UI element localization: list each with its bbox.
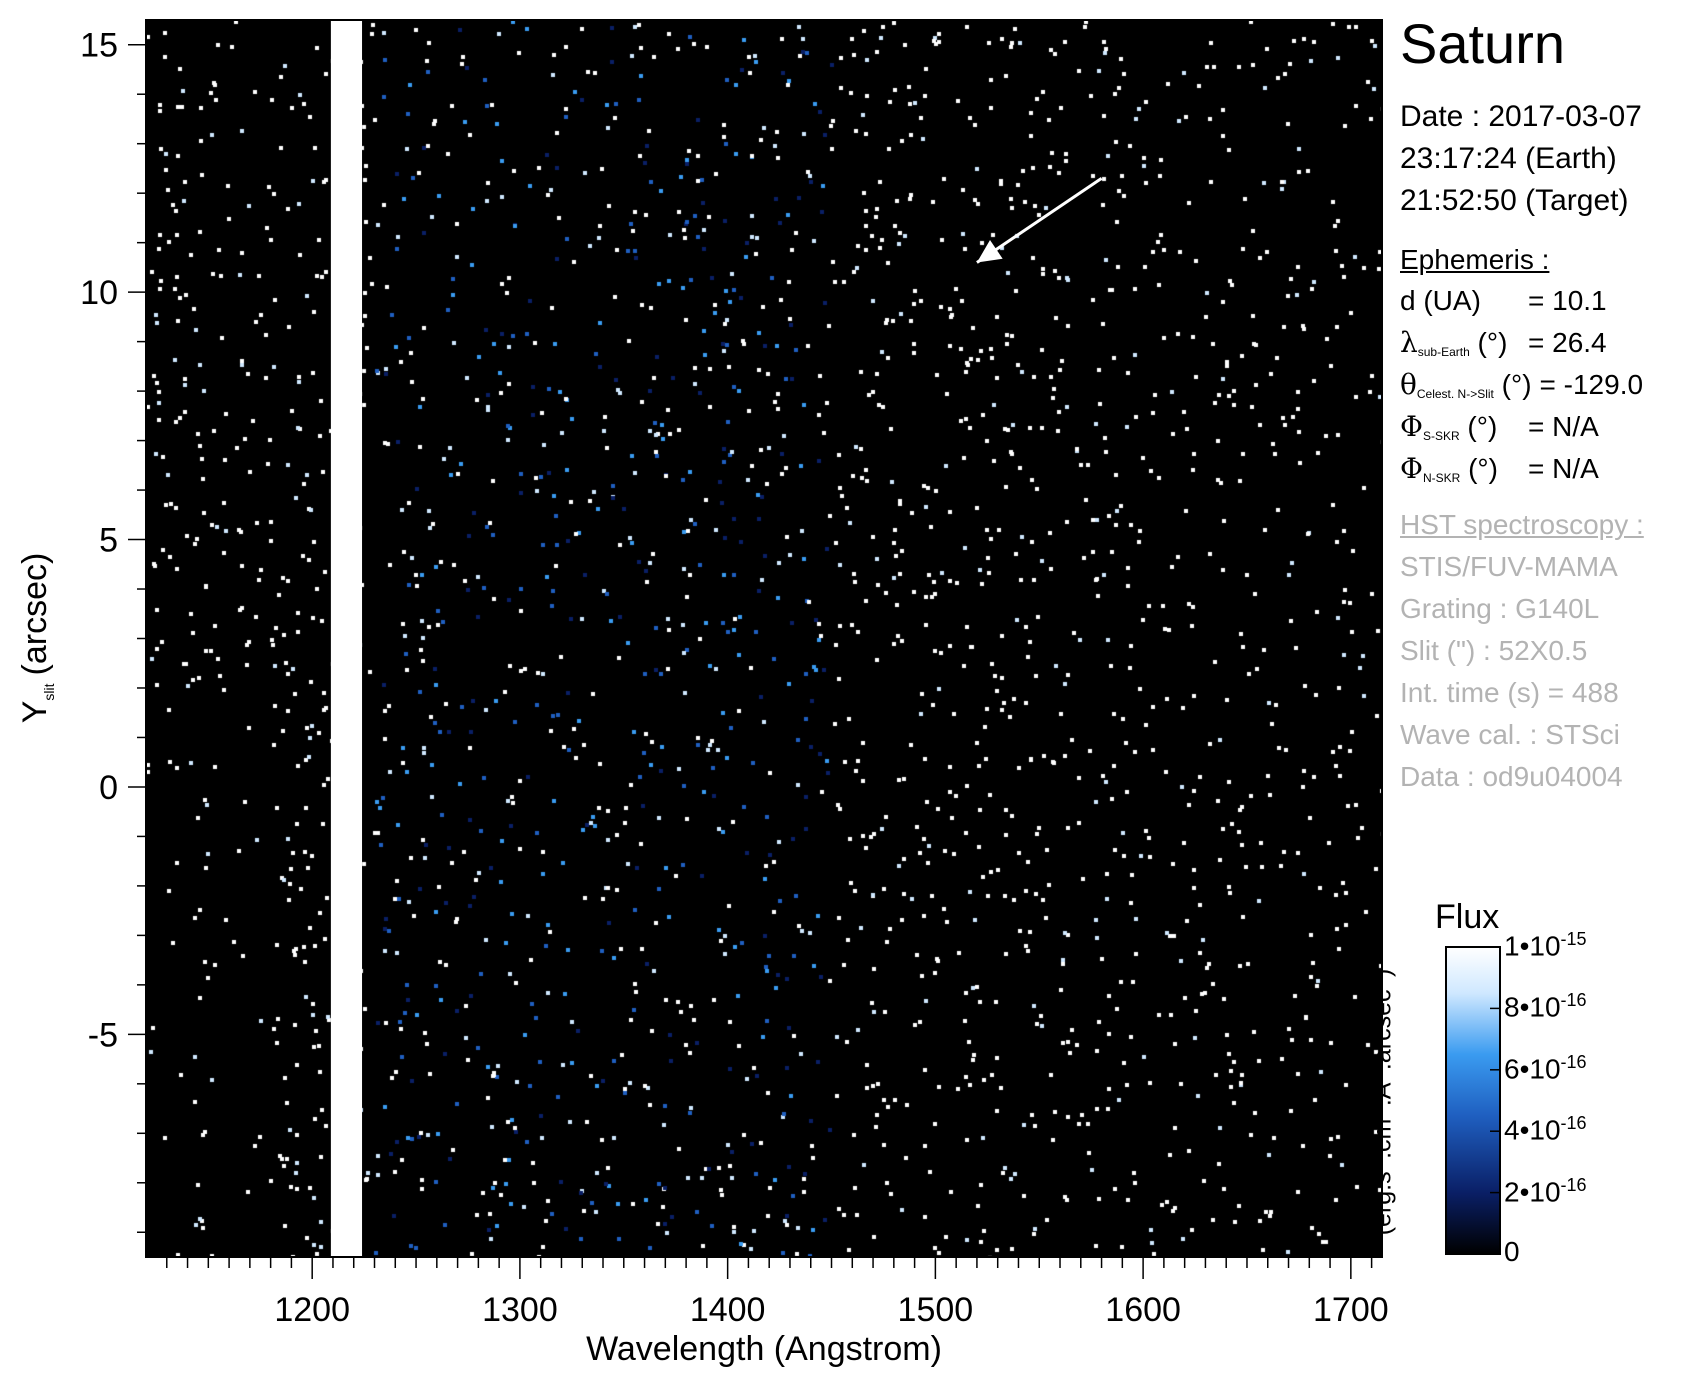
colorbar-tick-label: 8•10-16 (1504, 990, 1587, 1023)
colorbar-tick-label: 2•10-16 (1504, 1175, 1587, 1208)
spectroscopy-header: HST spectroscopy : (1400, 509, 1644, 540)
y-tick-label: 10 (80, 274, 118, 312)
ephemeris-unit: (UA) (1415, 285, 1481, 316)
x-tick-label: 1400 (690, 1291, 766, 1329)
colorbar-tick-exponent: -16 (1560, 1113, 1587, 1134)
ephemeris-unit: (°) (1493, 369, 1532, 400)
colorbar-tick-mantissa: 8•10 (1504, 991, 1561, 1023)
ephemeris-header: Ephemeris : (1400, 244, 1550, 275)
y-axis-ticks: 15 10 5 0 -5 (80, 27, 146, 1234)
colorbar-title: Flux (1435, 898, 1500, 936)
date-line: Date : 2017-03-07 (1400, 100, 1642, 133)
x-tick-label: 1500 (898, 1291, 974, 1329)
spectroscopy-item: STIS/FUV-MAMA (1400, 551, 1618, 582)
x-axis-title: Wavelength (Angstrom) (586, 1330, 942, 1368)
ephemeris-row: ΦN-SKR (°) = N/A (1400, 448, 1683, 490)
spectroscopy-item: Int. time (s) = 488 (1400, 677, 1619, 708)
ephemeris-row: θCelest. N->Slit (°) = -129.0 (1400, 364, 1683, 406)
ephemeris-symbol: λ (1400, 326, 1418, 359)
ephemeris-value: = -129.0 (1539, 369, 1644, 400)
ephemeris-subscript: Celest. N->Slit (1416, 387, 1494, 401)
spectroscopy-list: STIS/FUV-MAMA Grating : G140L Slit (") : 5… (1400, 546, 1683, 798)
spectroscopy-item: Grating : G140L (1400, 593, 1600, 624)
y-tick-label: 0 (99, 769, 118, 807)
info-panel: Saturn Date : 2017-03-07 23:17:24 (Earth… (1400, 10, 1683, 798)
x-tick-label: 1700 (1313, 1291, 1389, 1329)
ephemeris-unit: (°) (1459, 411, 1498, 442)
spectroscopy-item: Data : od9u04004 (1400, 761, 1623, 792)
x-tick-label: 1200 (274, 1291, 350, 1329)
ephemeris-subscript: S-SKR (1422, 429, 1460, 443)
colorbar-tick-label: 4•10-16 (1504, 1113, 1587, 1146)
x-axis-ticks: 1200 1300 1400 1500 1600 1700 (166, 1257, 1389, 1329)
arrow-shaft (976, 177, 1103, 264)
ephemeris-symbol: Φ (1400, 452, 1423, 485)
x-tick-label: 1600 (1105, 1291, 1181, 1329)
colorbar-tick-mantissa: 1•10 (1504, 930, 1561, 962)
lyman-alpha-emission-band (330, 20, 363, 1257)
ephemeris-label: ΦS-SKR (°) (1400, 406, 1497, 457)
y-tick-label: 5 (99, 522, 118, 560)
colorbar-tick-exponent: -16 (1560, 1051, 1587, 1072)
earth-time: 23:17:24 (Earth) (1400, 142, 1617, 175)
colorbar-tick-label: 0 (1504, 1236, 1520, 1268)
y-tick-label: -5 (88, 1016, 118, 1054)
ephemeris-label: ΦN-SKR (°) (1400, 448, 1498, 499)
colorbar-tick-label: 6•10-16 (1504, 1052, 1587, 1085)
observation-date: Date : 2017-03-07 23:17:24 (Earth) 21:52… (1400, 96, 1683, 222)
ephemeris-subscript: sub-Earth (1417, 345, 1470, 359)
y-tick-label: 15 (80, 27, 118, 65)
ephemeris-row: ΦS-SKR (°) = N/A (1400, 406, 1683, 448)
y-axis-title-unit: (arcsec) (16, 553, 54, 676)
ephemeris-subscript: N-SKR (1422, 471, 1461, 485)
colorbar-tick-label: 1•10-15 (1504, 929, 1587, 962)
colorbar-tick-exponent: -15 (1560, 929, 1587, 949)
colorbar-tick-mantissa: 2•10 (1504, 1175, 1561, 1207)
ephemeris-label: d (UA) (1400, 280, 1481, 322)
target-name: Saturn (1400, 12, 1565, 75)
spectroscopy-item: Wave cal. : STSci (1400, 719, 1620, 750)
ephemeris-symbol: Φ (1400, 410, 1423, 443)
colorbar (1445, 946, 1501, 1255)
colorbar-tick-exponent: -16 (1560, 1174, 1587, 1195)
annotation-arrow (976, 177, 1103, 264)
y-axis-title-main: Y (16, 701, 54, 724)
colorbar-tick-exponent: -16 (1560, 990, 1587, 1011)
lyman-alpha-band (330, 20, 363, 1257)
colorbar-tick-mantissa: 4•10 (1504, 1114, 1561, 1146)
arrow-head (976, 239, 1003, 263)
ephemeris-row: d (UA) = 10.1 (1400, 280, 1683, 322)
ephemeris-unit: (°) (1460, 453, 1498, 484)
spectroscopy-item: Slit (") : 52X0.5 (1400, 635, 1588, 666)
colorbar-tick-mantissa: 0 (1504, 1236, 1520, 1267)
colorbar-ticks (1490, 946, 1500, 1255)
ephemeris-row: λsub-Earth (°) = 26.4 (1400, 322, 1683, 364)
y-axis-title: Yslit (arcsec) (16, 553, 57, 724)
target-time: 21:52:50 (Target) (1400, 184, 1629, 217)
colorbar-unit: (erg.s-1.cm-2.A-1.arcsec-2) (1368, 968, 1397, 1236)
ephemeris-symbol: θ (1400, 368, 1417, 401)
ephemeris-unit: (°) (1469, 327, 1508, 358)
ephemeris-value: = 10.1 (1528, 285, 1607, 316)
ephemeris-label: θCelest. N->Slit (°) (1400, 364, 1532, 415)
ephemeris-value: = N/A (1528, 453, 1599, 484)
y-axis-title-sub: slit (41, 683, 57, 700)
ephemeris-list: d (UA) = 10.1 λsub-Earth (°) = 26.4 θCelest.… (1400, 280, 1683, 490)
x-tick-label: 1300 (482, 1291, 558, 1329)
ephemeris-value: = N/A (1528, 411, 1599, 442)
ephemeris-label: λsub-Earth (°) (1400, 322, 1507, 373)
colorbar-tick-mantissa: 6•10 (1504, 1053, 1561, 1085)
ephemeris-symbol: d (1400, 285, 1416, 316)
ephemeris-value: = 26.4 (1528, 327, 1607, 358)
